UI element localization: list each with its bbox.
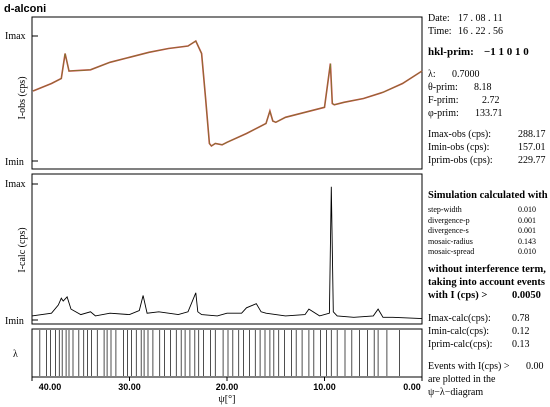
obs-y-axis-label: I-obs (cps) bbox=[17, 76, 28, 119]
calculated-panel-frame bbox=[31, 173, 423, 325]
param-value: 0.010 bbox=[518, 247, 536, 256]
x-tick-label: 30.00 bbox=[118, 382, 141, 392]
imin-obs-label: Imin-obs (cps): bbox=[428, 142, 490, 153]
lambda-event-lines bbox=[39, 330, 401, 376]
f-label: F-prim: bbox=[428, 95, 459, 106]
note-line-2: taking into account events bbox=[428, 276, 545, 288]
plotted-line-2: ψ−λ−diagram bbox=[428, 386, 484, 398]
param-name: mosaic-radius bbox=[428, 236, 473, 246]
psi-value: 133.71 bbox=[475, 108, 503, 119]
imin-calc-value: 0.12 bbox=[512, 325, 530, 337]
hkl-value: −1 1 0 1 0 bbox=[484, 46, 529, 58]
x-tick-label: 0.00 bbox=[403, 382, 421, 392]
param-row: step-width 0.010 bbox=[428, 205, 548, 216]
note-line-3-value: 0.0050 bbox=[512, 289, 541, 301]
calc-y-axis-label: I-calc (cps) bbox=[17, 227, 28, 272]
observed-intensity-line bbox=[32, 39, 423, 148]
date-value: 17 . 08 . 11 bbox=[458, 13, 503, 24]
param-name: divergence-p bbox=[428, 215, 470, 225]
note-line-1: without interference term, bbox=[428, 263, 546, 275]
calculated-series bbox=[31, 186, 423, 320]
imin-obs-value: 157.01 bbox=[518, 142, 546, 153]
iprim-obs-value: 229.77 bbox=[518, 155, 546, 166]
simulation-heading: Simulation calculated with bbox=[428, 190, 548, 201]
param-row: divergence-s 0.001 bbox=[428, 226, 548, 237]
observed-series bbox=[32, 39, 423, 148]
param-value: 0.010 bbox=[518, 205, 536, 214]
lambda-value: 0.7000 bbox=[452, 69, 480, 80]
note-line-3-prefix: with I (cps) > bbox=[428, 289, 488, 301]
param-row: mosaic-spread 0.010 bbox=[428, 247, 548, 258]
iprim-calc-label: Iprim-calc(cps): bbox=[428, 338, 493, 350]
x-tick-label: 40.00 bbox=[39, 382, 62, 392]
param-row: divergence-p 0.001 bbox=[428, 216, 548, 227]
param-row: mosaic-radius 0.143 bbox=[428, 237, 548, 248]
theta-value: 8.18 bbox=[474, 82, 492, 93]
param-name: divergence-s bbox=[428, 226, 469, 235]
events-label: Events with I(cps) > bbox=[428, 360, 510, 372]
imax-calc-label: Imax-calc(cps): bbox=[428, 312, 491, 324]
calc-imax-label: Imax bbox=[5, 179, 26, 190]
param-name: mosaic-spread bbox=[428, 247, 475, 256]
observed-intensity-core-line bbox=[32, 40, 423, 147]
plotted-line-1: are plotted in the bbox=[428, 373, 496, 385]
simulation-params: step-width 0.010 divergence-p 0.001 divergen… bbox=[428, 205, 548, 258]
param-value: 0.001 bbox=[518, 226, 536, 235]
f-value: 2.72 bbox=[482, 95, 500, 106]
obs-imin-label: Imin bbox=[5, 157, 24, 168]
observed-panel-frame bbox=[31, 16, 423, 170]
x-axis-label: ψ[°] bbox=[219, 394, 236, 405]
x-tick-label: 20.00 bbox=[216, 382, 239, 392]
theta-label: θ-prim: bbox=[428, 82, 458, 93]
psi-label: φ-prim: bbox=[428, 108, 459, 119]
imax-calc-value: 0.78 bbox=[512, 312, 530, 324]
date-label: Date: bbox=[428, 13, 450, 24]
time-label: Time: bbox=[428, 26, 452, 37]
time-value: 16 . 22 . 56 bbox=[458, 26, 503, 37]
obs-imax-label: Imax bbox=[5, 31, 26, 42]
iprim-calc-value: 0.13 bbox=[512, 338, 530, 350]
events-value: 0.00 bbox=[526, 360, 544, 372]
imax-obs-label: Imax-obs (cps): bbox=[428, 129, 492, 140]
lambda-label: λ: bbox=[428, 69, 436, 80]
info-panel: Date: 17 . 08 . 11 Time: 16 . 22 . 56 hkl-… bbox=[428, 12, 548, 399]
param-value: 0.143 bbox=[518, 236, 536, 246]
param-name: step-width bbox=[428, 205, 462, 214]
param-value: 0.001 bbox=[518, 215, 536, 225]
x-axis-ticks: 40.00 30.00 20.00 10.00 0.00 bbox=[31, 377, 423, 392]
imax-obs-value: 288.17 bbox=[518, 129, 546, 140]
iprim-obs-label: Iprim-obs (cps): bbox=[428, 155, 493, 166]
calculated-intensity-line bbox=[31, 186, 423, 320]
x-tick-label: 10.00 bbox=[313, 382, 336, 392]
figure-title: d-alconi bbox=[4, 3, 47, 15]
lambda-axis-label: λ bbox=[13, 349, 18, 360]
hkl-label: hkl-prim: bbox=[428, 46, 474, 58]
lambda-panel-frame bbox=[31, 328, 423, 378]
imin-calc-label: Imin-calc(cps): bbox=[428, 325, 490, 337]
calc-imin-label: Imin bbox=[5, 316, 24, 327]
